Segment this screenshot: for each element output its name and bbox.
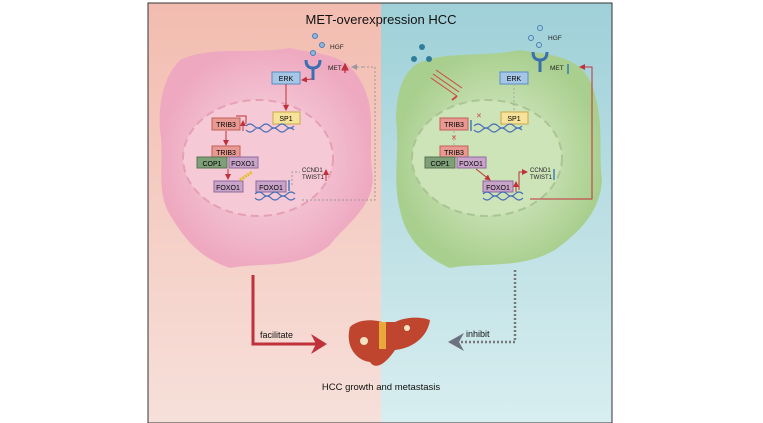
dna-icon — [245, 123, 295, 133]
virus-particles-icon — [411, 44, 432, 62]
twist1-label: TWIST1 — [530, 175, 553, 181]
trib3-complex-label: TRIB3 — [216, 150, 236, 157]
facilitate-arrow — [251, 275, 320, 346]
sp1-box — [272, 111, 301, 125]
facilitate-label: facilitate — [260, 330, 293, 340]
ccnd1-label: CCND1 — [530, 168, 551, 174]
sp1-label: SP1 — [507, 116, 520, 123]
hgf-label: HGF — [330, 44, 344, 51]
liver-icon — [348, 317, 430, 366]
foxo1-nuclear-label: FOXO1 — [259, 185, 283, 192]
cop1-box — [424, 156, 456, 169]
met-label: MET — [328, 65, 342, 72]
met-receptor-icon — [304, 59, 322, 80]
trib3-label: TRIB3 — [444, 122, 464, 129]
hgf-label: HGF — [548, 35, 562, 42]
cop1-label: COP1 — [202, 161, 221, 168]
trib3-label: TRIB3 — [216, 122, 236, 129]
cop1-label: COP1 — [430, 161, 449, 168]
knockdown-injection-icon — [430, 69, 463, 101]
footer-caption: HCC growth and metastasis — [322, 382, 441, 393]
block-x-icon: ✕ — [476, 113, 482, 120]
trib3-box — [439, 117, 469, 131]
sp1-box — [500, 111, 529, 125]
erk-label: ERK — [507, 76, 522, 83]
erk-label: ERK — [279, 76, 294, 83]
cop1-box — [196, 156, 228, 169]
block-x-icon: ✕ — [451, 135, 457, 142]
facilitate-arrowhead-icon — [311, 334, 327, 354]
foxo1-nuclear-box — [255, 180, 287, 193]
foxo1-complex-box — [456, 156, 487, 169]
title: MET-overexpression HCC — [306, 12, 457, 27]
sp1-label: SP1 — [279, 116, 292, 123]
foxo1-complex-box — [228, 156, 259, 169]
met-label: MET — [550, 65, 564, 72]
hgf-ligands — [310, 33, 325, 56]
foxo1-complex-label: FOXO1 — [459, 161, 483, 168]
left-cell: HGF MET ERK SP1 TRIB3 TRIB3 COP1 FOXO1 F… — [159, 33, 376, 268]
foxo1-nuclear-label: FOXO1 — [486, 185, 510, 192]
inhibit-label: inhibit — [466, 329, 490, 339]
foxo1-complex-label: FOXO1 — [231, 161, 255, 168]
ccnd1-label: CCND1 — [302, 168, 323, 174]
hgf-ligands — [528, 25, 543, 48]
inhibit-arrowhead-icon — [448, 333, 464, 351]
right-cell: HGF MET ERK SP1 TRIB3 ✕ ✕ TRIB3 COP1 FOX… — [396, 25, 602, 268]
twist1-label: TWIST1 — [302, 175, 325, 181]
foxo1-ub-label: FOXO1 — [216, 185, 240, 192]
foxo1-ub-box — [213, 180, 244, 193]
trib3-complex-label: TRIB3 — [444, 150, 464, 157]
ubiquitin-chain-icon — [239, 170, 253, 182]
inhibit-arrow — [460, 270, 517, 344]
met-receptor-icon — [531, 51, 549, 72]
